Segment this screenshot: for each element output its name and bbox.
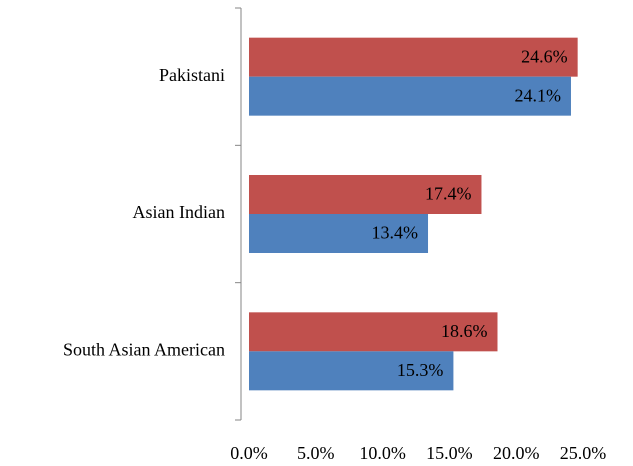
bar: [249, 76, 571, 116]
value-label: 24.1%: [514, 85, 561, 105]
x-tick-label: 25.0%: [560, 443, 607, 463]
y-tick-label: South Asian American: [63, 339, 225, 359]
value-label: 15.3%: [397, 360, 444, 380]
bar: [249, 175, 482, 214]
bar: [249, 312, 498, 352]
x-tick-label: 20.0%: [493, 443, 540, 463]
bar: [249, 37, 578, 77]
x-tick-label: 0.0%: [230, 443, 268, 463]
y-tick-label: Asian Indian: [133, 202, 225, 222]
value-label: 13.4%: [372, 223, 419, 243]
bar: [249, 351, 454, 391]
x-tick-label: 10.0%: [359, 443, 406, 463]
value-label: 24.6%: [521, 46, 568, 66]
x-tick-label: 5.0%: [297, 443, 335, 463]
value-label: 17.4%: [425, 184, 472, 204]
y-tick-label: Pakistani: [159, 65, 225, 85]
bar: [249, 214, 429, 253]
value-label: 18.6%: [441, 321, 488, 341]
x-tick-label: 15.0%: [426, 443, 473, 463]
